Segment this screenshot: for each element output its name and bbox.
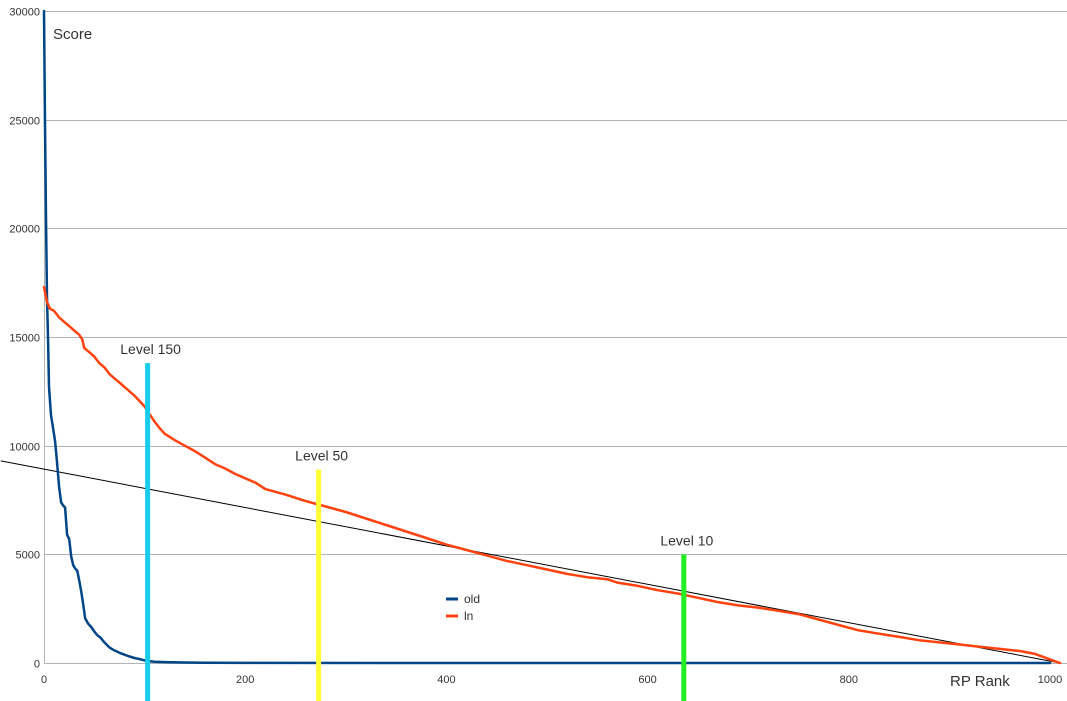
y-tick-label: 0 [34, 659, 40, 671]
x-tick-label: 1000 [1038, 674, 1062, 686]
x-tick-label: 600 [638, 674, 656, 686]
legend-label-old: old [464, 592, 480, 606]
y-tick-label: 5000 [16, 550, 40, 562]
series-line-ln [42, 285, 1062, 665]
x-tick-label: 800 [840, 674, 858, 686]
legend-label-ln: ln [464, 609, 473, 623]
y-tick-label: 30000 [9, 7, 40, 19]
trendline [0, 460, 1061, 664]
x-tick-label: 400 [437, 674, 455, 686]
y-axis-title: Score [53, 26, 92, 43]
legend: old ln [446, 592, 480, 623]
x-axis-title: RP Rank [950, 673, 1010, 690]
series-line-old [42, 9, 1052, 665]
x-tick-label: 0 [41, 674, 47, 686]
y-tick-label: 10000 [9, 442, 40, 454]
marker-label-level-10: Level 10 [660, 532, 713, 548]
y-tick-label: 25000 [9, 116, 40, 128]
y-tick-label: 15000 [9, 333, 40, 345]
y-tick-label: 20000 [9, 224, 40, 236]
x-tick-label: 200 [236, 674, 254, 686]
annotation-layer: Level 150 Level 50 Level 10 [120, 341, 713, 701]
tick-label-layer: 0 5000 10000 15000 20000 25000 30000 0 200 400 600… [9, 7, 1062, 687]
series-layer [0, 9, 1062, 665]
marker-label-level-50: Level 50 [295, 448, 348, 464]
grid-layer [44, 11, 1067, 664]
marker-label-level-150: Level 150 [120, 341, 181, 357]
